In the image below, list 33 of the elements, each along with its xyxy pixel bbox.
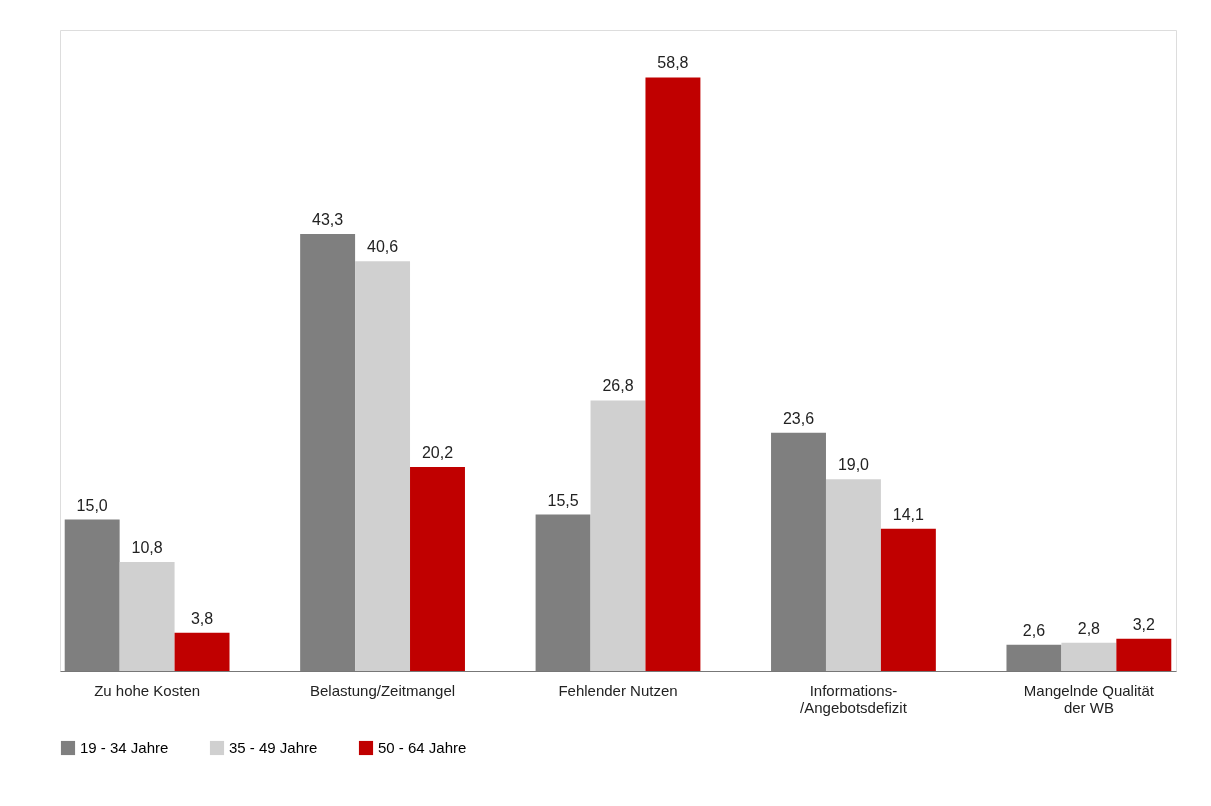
- data-label: 2,6: [1022, 621, 1046, 639]
- data-label: 20,2: [421, 444, 454, 462]
- data-label: 14,1: [892, 505, 925, 523]
- data-label: 10,8: [131, 538, 163, 556]
- x-tick-label: Zu hohe Kosten: [94, 681, 201, 699]
- x-tick-label: Fehlender Nutzen: [558, 681, 678, 699]
- bar: [645, 77, 701, 671]
- legend-label: 35 - 49 Jahre: [229, 739, 318, 756]
- bar: [1061, 642, 1117, 671]
- data-label: 3,2: [1132, 615, 1156, 633]
- bar: [174, 632, 230, 671]
- data-label: 3,8: [190, 609, 214, 627]
- bar: [1116, 638, 1172, 671]
- bar: [410, 467, 465, 671]
- bar: [825, 479, 881, 671]
- data-label: 58,8: [657, 54, 689, 72]
- bar: [590, 400, 646, 671]
- bar: [119, 561, 175, 671]
- bar: [355, 261, 411, 671]
- x-tick-label: Mangelnde Qualität der WB: [1023, 681, 1155, 716]
- data-label: 2,8: [1077, 619, 1101, 637]
- data-label: 23,6: [782, 409, 815, 427]
- legend-label: 50 - 64 Jahre: [378, 739, 467, 756]
- x-tick-label: Informations- /Angebotsdefizit: [800, 681, 908, 716]
- data-label: 15,0: [76, 496, 108, 514]
- legend-label: 19 - 34 Jahre: [80, 739, 169, 756]
- x-tick-label: Belastung/Zeitmangel: [310, 681, 456, 699]
- bar: [880, 528, 936, 671]
- data-label: 19,0: [837, 456, 870, 474]
- data-label: 43,3: [312, 210, 344, 228]
- data-label: 40,6: [366, 238, 399, 256]
- data-label: 15,5: [547, 491, 579, 509]
- data-label: 26,8: [602, 377, 634, 395]
